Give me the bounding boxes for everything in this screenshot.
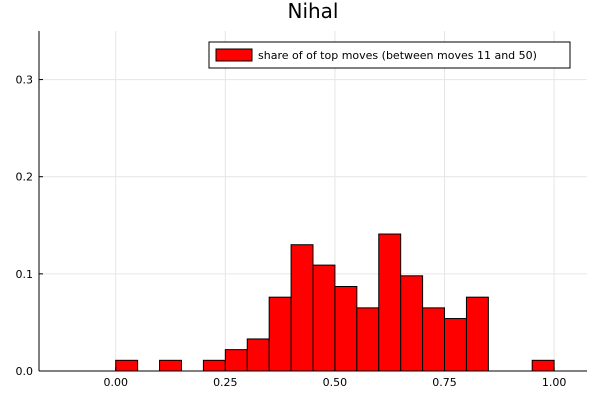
- legend-label: share of of top moves (between moves 11 …: [258, 49, 537, 62]
- histogram-bar: [159, 359, 182, 372]
- x-tick-label: 0.50: [323, 376, 348, 389]
- x-tick-label: 0.00: [103, 376, 128, 389]
- histogram-bar: [531, 359, 555, 372]
- histogram-bar: [268, 296, 292, 372]
- x-tick-label: 0.75: [432, 376, 457, 389]
- histogram-bar: [290, 244, 314, 372]
- histogram-bar: [378, 233, 402, 372]
- histogram-bar: [224, 349, 248, 372]
- histogram-bar: [444, 318, 467, 372]
- y-tick-labels: 0.0 0.1 0.2 0.3: [16, 74, 34, 378]
- legend-swatch: [215, 48, 253, 62]
- x-tick-label: 0.25: [213, 376, 238, 389]
- x-tick-labels: 0.00 0.25 0.50 0.75 1.00: [103, 376, 566, 389]
- y-tick-label: 0.1: [16, 268, 34, 281]
- y-tick-label: 0.3: [16, 74, 34, 87]
- x-tick-label: 1.00: [542, 376, 567, 389]
- legend: share of of top moves (between moves 11 …: [208, 41, 571, 69]
- chart-title: Nihal: [287, 0, 338, 23]
- histogram-bar: [422, 307, 446, 372]
- y-tick-label: 0.2: [16, 171, 34, 184]
- histogram-bar: [334, 285, 358, 372]
- axes: [38, 31, 587, 372]
- histogram-bar: [202, 359, 226, 372]
- histogram-bar: [312, 264, 336, 372]
- histogram-bar: [356, 307, 380, 372]
- histogram-bar: [465, 296, 489, 372]
- histogram-bar: [400, 275, 424, 372]
- histogram-bar: [246, 338, 270, 372]
- y-tick-label: 0.0: [16, 365, 34, 378]
- legend-box: [208, 41, 571, 69]
- histogram-bar: [115, 359, 139, 372]
